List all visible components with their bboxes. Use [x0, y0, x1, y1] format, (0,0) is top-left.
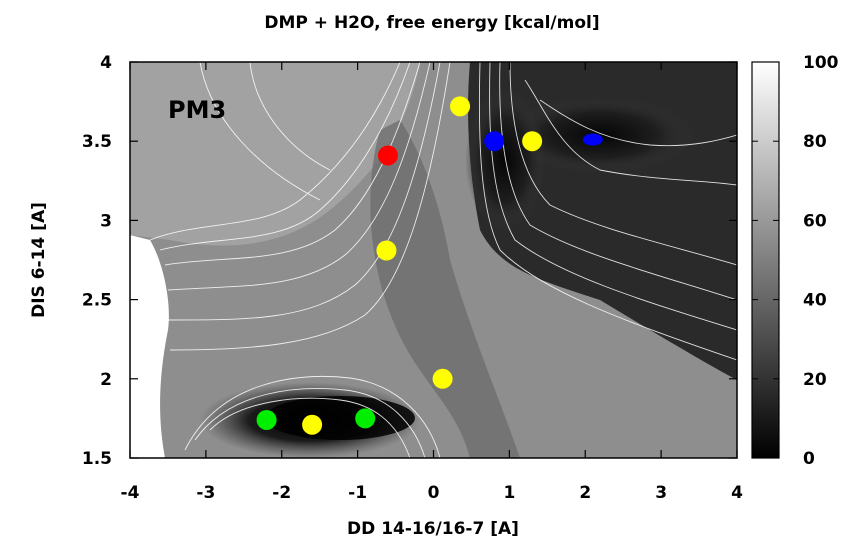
marker-2 — [522, 131, 543, 152]
marker-4 — [377, 145, 398, 166]
colorbar: 0 20 40 60 80 100 — [751, 53, 839, 469]
x-axis: -4 -3 -2 -1 0 1 2 3 4 — [121, 62, 743, 503]
colorbar-ticks: 0 20 40 60 80 100 — [752, 53, 839, 469]
y-axis-label: DIS 6-14 [A] — [29, 202, 49, 318]
contour-lines — [149, 62, 737, 458]
marker-7 — [256, 409, 277, 430]
y-tick-label: 3 — [100, 211, 112, 231]
x-tick-label: 2 — [579, 483, 591, 503]
markers — [256, 96, 603, 435]
y-tick-label: 4 — [100, 53, 112, 73]
x-tick-label: -3 — [196, 483, 215, 503]
colorbar-tick-label: 20 — [803, 370, 827, 390]
x-tick-label: -2 — [272, 483, 291, 503]
marker-0 — [450, 96, 471, 117]
marker-9 — [355, 408, 376, 429]
x-tick-label: 0 — [428, 483, 440, 503]
colorbar-tick-label: 60 — [803, 211, 827, 231]
energy-surface-valley — [370, 120, 520, 458]
marker-6 — [432, 368, 453, 389]
energy-surface-high — [130, 62, 420, 246]
y-tick-label: 1.5 — [82, 449, 112, 469]
plot-area — [130, 62, 737, 458]
marker-1 — [484, 131, 505, 152]
marker-5 — [376, 240, 397, 261]
x-tick-label: 3 — [655, 483, 667, 503]
y-axis: 1.5 2 2.5 3 3.5 4 — [82, 53, 737, 469]
colorbar-tick-label: 0 — [803, 449, 815, 469]
y-tick-label: 3.5 — [82, 132, 112, 152]
colorbar-gradient — [751, 61, 780, 459]
y-tick-label: 2.5 — [82, 291, 112, 311]
y-tick-label: 2 — [100, 370, 112, 390]
x-tick-label: -1 — [348, 483, 367, 503]
colorbar-tick-label: 40 — [803, 291, 827, 311]
marker-8 — [302, 414, 323, 435]
model-annotation: PM3 — [168, 96, 226, 124]
x-tick-label: -4 — [121, 483, 140, 503]
x-axis-label: DD 14-16/16-7 [A] — [347, 519, 519, 539]
colorbar-tick-label: 80 — [803, 132, 827, 152]
chart-title: DMP + H2O, free energy [kcal/mol] — [264, 13, 599, 33]
x-tick-label: 4 — [731, 483, 743, 503]
colorbar-tick-label: 100 — [803, 53, 839, 73]
marker-3 — [582, 133, 603, 146]
x-tick-label: 1 — [503, 483, 515, 503]
